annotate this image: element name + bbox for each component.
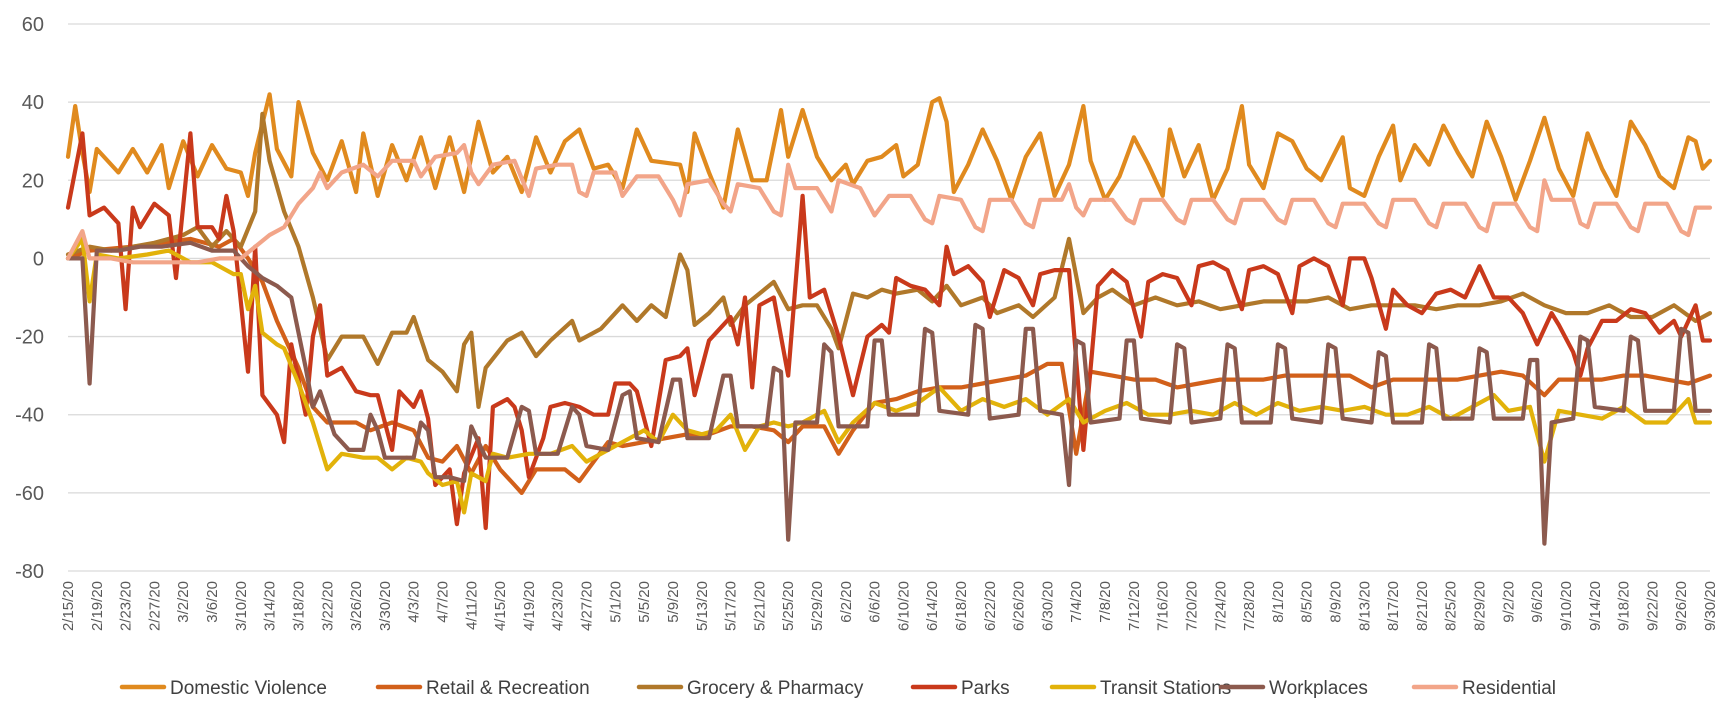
series-line-workplaces — [65, 240, 1713, 546]
x-tick-label: 3/10/20 — [233, 581, 250, 631]
x-tick-label: 9/26/20 — [1673, 581, 1690, 631]
x-tick-label: 6/2/20 — [838, 581, 855, 623]
legend-label-parks: Parks — [961, 678, 1010, 699]
series-lines — [65, 92, 1713, 546]
x-tick-label: 6/26/20 — [1011, 581, 1028, 631]
y-tick-label: 60 — [22, 14, 44, 36]
x-tick-label: 9/2/20 — [1500, 581, 1517, 623]
x-tick-label: 2/15/20 — [60, 581, 77, 631]
x-tick-label: 6/10/20 — [895, 581, 912, 631]
x-tick-label: 3/26/20 — [348, 581, 365, 631]
x-tick-label: 8/25/20 — [1443, 581, 1460, 631]
legend-label-workplaces: Workplaces — [1269, 678, 1368, 699]
x-tick-label: 7/8/20 — [1097, 581, 1114, 623]
series-line-parks — [65, 131, 1713, 531]
legend-label-domestic-violence: Domestic Violence — [170, 678, 327, 699]
x-tick-label: 4/15/20 — [492, 581, 509, 631]
x-tick-label: 8/1/20 — [1270, 581, 1287, 623]
y-axis-tick-labels: -80 -60 -40 -20 0 20 40 60 — [15, 14, 44, 583]
x-tick-label: 6/30/20 — [1039, 581, 1056, 631]
x-tick-label: 5/5/20 — [636, 581, 653, 623]
x-tick-label: 2/27/20 — [146, 581, 163, 631]
x-tick-label: 8/13/20 — [1356, 581, 1373, 631]
legend-label-grocery-pharmacy: Grocery & Pharmacy — [687, 678, 864, 699]
x-tick-label: 3/14/20 — [262, 581, 279, 631]
series-line-domestic-violence — [65, 92, 1713, 210]
x-tick-label: 9/18/20 — [1616, 581, 1633, 631]
x-tick-label: 6/22/20 — [982, 581, 999, 631]
x-tick-label: 3/6/20 — [204, 581, 221, 623]
x-tick-label: 9/22/20 — [1644, 581, 1661, 631]
x-tick-label: 3/2/20 — [175, 581, 192, 623]
series-line-retail-recreation — [65, 236, 1713, 495]
legend-label-residential: Residential — [1462, 678, 1556, 699]
series-line-grocery-pharmacy — [65, 111, 1713, 409]
x-tick-label: 9/6/20 — [1529, 581, 1546, 623]
series-line-transit-stations — [65, 236, 1713, 515]
x-tick-label: 5/9/20 — [665, 581, 682, 623]
y-tick-label: -20 — [15, 327, 44, 349]
y-tick-label: -80 — [15, 561, 44, 583]
x-tick-label: 3/22/20 — [319, 581, 336, 631]
x-tick-label: 7/20/20 — [1183, 581, 1200, 631]
x-tick-label: 7/24/20 — [1212, 581, 1229, 631]
y-tick-label: 20 — [22, 170, 44, 192]
x-tick-label: 7/4/20 — [1068, 581, 1085, 623]
x-tick-label: 4/23/20 — [550, 581, 567, 631]
series-line-residential — [65, 143, 1713, 265]
x-tick-label: 8/9/20 — [1328, 581, 1345, 623]
x-tick-label: 4/27/20 — [579, 581, 596, 631]
x-tick-label: 8/29/20 — [1472, 581, 1489, 631]
y-tick-label: 0 — [33, 248, 44, 270]
y-tick-label: 40 — [22, 92, 44, 114]
x-tick-label: 4/3/20 — [406, 581, 423, 623]
x-tick-label: 9/14/20 — [1587, 581, 1604, 631]
x-tick-label: 5/25/20 — [780, 581, 797, 631]
x-tick-label: 3/30/20 — [377, 581, 394, 631]
x-tick-label: 6/6/20 — [867, 581, 884, 623]
x-tick-label: 8/17/20 — [1385, 581, 1402, 631]
x-tick-label: 6/14/20 — [924, 581, 941, 631]
x-tick-label: 4/11/20 — [463, 581, 480, 630]
y-tick-label: -40 — [15, 405, 44, 427]
x-tick-label: 7/16/20 — [1155, 581, 1172, 631]
x-tick-label: 5/17/20 — [723, 581, 740, 631]
x-tick-label: 2/19/20 — [89, 581, 106, 631]
x-tick-label: 8/5/20 — [1299, 581, 1316, 623]
x-tick-label: 7/28/20 — [1241, 581, 1258, 631]
x-tick-label: 4/19/20 — [521, 581, 538, 631]
x-tick-label: 5/1/20 — [607, 581, 624, 623]
x-tick-label: 4/7/20 — [434, 581, 451, 623]
x-tick-label: 5/29/20 — [809, 581, 826, 631]
y-tick-label: -60 — [15, 483, 44, 505]
x-tick-label: 2/23/20 — [118, 581, 135, 631]
x-tick-label: 9/10/20 — [1558, 581, 1575, 631]
x-axis-tick-labels: 2/15/20 2/19/20 2/23/20 2/27/20 3/2/20 3/6/20… — [60, 581, 1719, 631]
legend-label-transit-stations: Transit Stations — [1100, 678, 1231, 699]
x-tick-label: 5/21/20 — [751, 581, 768, 631]
legend: Domestic Violence Retail & Recreation Groc… — [119, 678, 1556, 699]
x-tick-label: 3/18/20 — [290, 581, 307, 631]
x-tick-label: 5/13/20 — [694, 581, 711, 631]
x-tick-label: 6/18/20 — [953, 581, 970, 631]
legend-label-retail-recreation: Retail & Recreation — [426, 678, 590, 699]
x-tick-label: 7/12/20 — [1126, 581, 1143, 631]
x-tick-label: 8/21/20 — [1414, 581, 1431, 631]
x-tick-label: 9/30/20 — [1702, 581, 1719, 631]
